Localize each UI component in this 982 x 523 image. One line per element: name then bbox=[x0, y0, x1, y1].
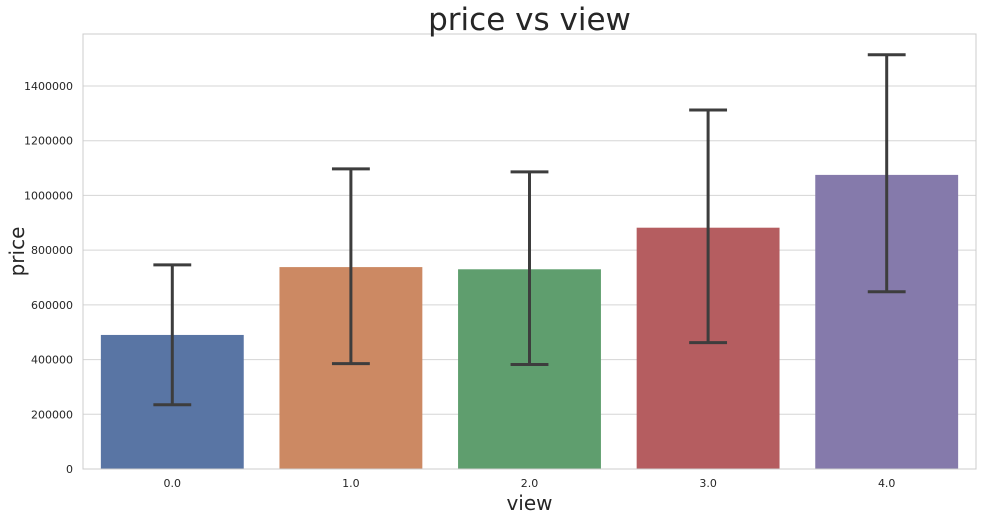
plot-area-frame bbox=[82, 33, 977, 470]
x-axis-label: view bbox=[506, 491, 552, 515]
x-tick-label: 0.0 bbox=[164, 477, 182, 490]
y-tick-label: 200000 bbox=[31, 408, 73, 421]
x-tick-label: 2.0 bbox=[521, 477, 539, 490]
y-tick-label: 0 bbox=[66, 463, 73, 476]
y-tick-labels: 0 200000 400000 600000 800000 1000000 1200000 1… bbox=[24, 80, 73, 476]
x-tick-label: 3.0 bbox=[699, 477, 717, 490]
y-axis-label: price bbox=[5, 227, 29, 277]
y-tick-label: 400000 bbox=[31, 354, 73, 367]
y-tick-label: 1200000 bbox=[24, 135, 73, 148]
y-tick-label: 1000000 bbox=[24, 189, 73, 202]
error-bars bbox=[153, 53, 906, 407]
x-tick-label: 4.0 bbox=[878, 477, 896, 490]
y-tick-label: 800000 bbox=[31, 244, 73, 257]
chart-title: price vs view bbox=[428, 2, 631, 38]
y-tick-label: 600000 bbox=[31, 299, 73, 312]
bars bbox=[100, 174, 959, 469]
y-tick-label: 1400000 bbox=[24, 80, 73, 93]
x-tick-labels: 0.0 1.0 2.0 3.0 4.0 bbox=[164, 477, 896, 490]
x-tick-label: 1.0 bbox=[342, 477, 360, 490]
